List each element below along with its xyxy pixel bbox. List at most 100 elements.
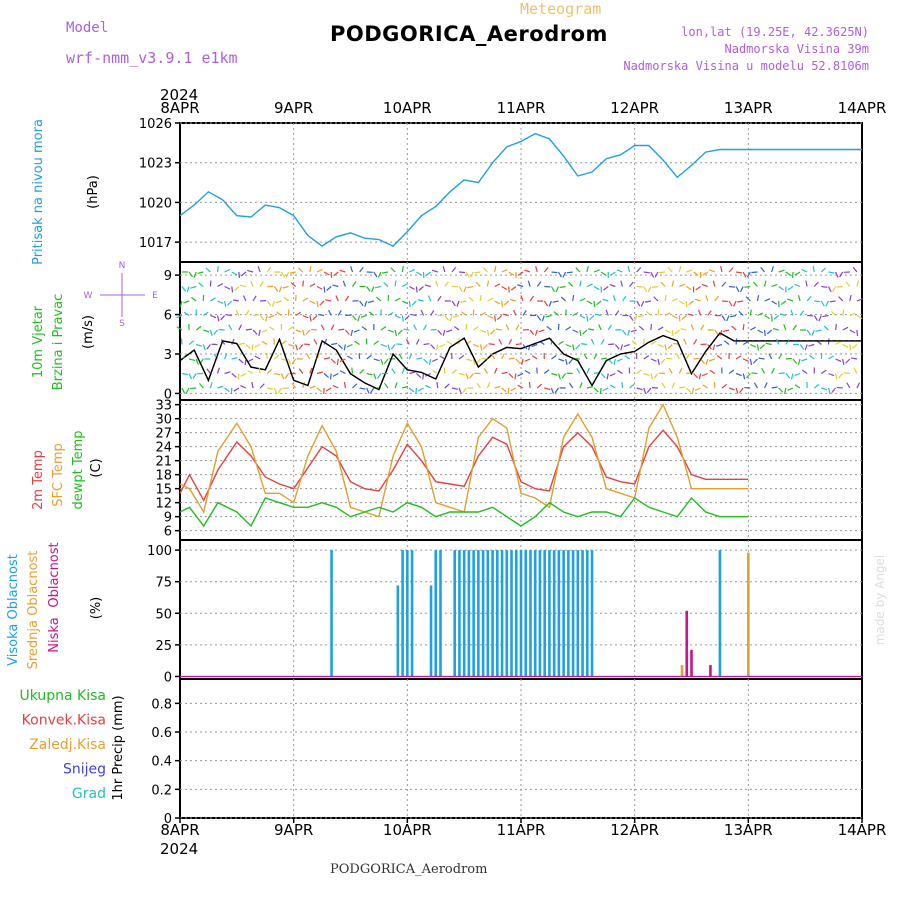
wind-arrow [326,286,332,291]
series-line [179,332,862,391]
wind-arrow [397,329,403,335]
y-tick-label: 30 [155,413,172,428]
wind-arrow [394,314,401,319]
wind-arrow [375,296,382,302]
wind-arrow [380,343,387,348]
wind-arrow [513,309,517,316]
wind-arrow [325,387,332,392]
wind-arrow [712,344,716,351]
wind-arrow [812,265,815,273]
wind-arrow [679,386,686,389]
wind-arrow [686,269,693,273]
pressure-axis-title: Pritisak na nivou mora [31,119,46,265]
wind-arrow [418,387,424,392]
cloud-bar [481,550,485,677]
wind-arrow [451,300,456,307]
wind-arrow [428,358,432,366]
wind-arrow [432,370,439,375]
wind-arrow [515,343,522,346]
cloud-bar [434,550,438,677]
wind-arrow [495,328,502,331]
wind-arrow [565,326,572,331]
elevation-label: Nadmorska Visina 39m [724,42,870,56]
wind-arrow [416,271,422,276]
wind-arrow [244,358,247,366]
cloud-bar [467,550,471,677]
wind-arrow [614,310,620,316]
wind-arrow [316,300,319,308]
wind-arrow [291,358,297,365]
wind-arrow [653,296,659,302]
wind-arrow [806,329,812,336]
wind-arrow [790,309,794,316]
wind-arrow [220,339,226,345]
wind-arrow [266,368,273,374]
wind-arrow [259,383,265,389]
wind-arrow [650,271,655,278]
wind-arrow [719,329,723,336]
wind-arrow [790,373,794,380]
wind-arrow [637,314,644,318]
wind-arrow [181,286,187,292]
footer-station: PODGORICA_Aerodrom [330,862,488,877]
wind-arrow [735,355,742,360]
wind-arrow [565,343,572,348]
wind-arrow [801,358,808,362]
wind-arrow [550,387,555,394]
wind-arrow [557,271,562,278]
wind-arrow [728,300,733,307]
wind-arrow [197,271,204,274]
wind-arrow [835,341,842,346]
wind-arrow [339,269,346,273]
date-label-top: 14APR [838,99,887,117]
wind-arrow [633,315,638,322]
wind-arrow [302,314,309,319]
sfc-temp-axis-title: SFC Temp [51,443,66,507]
wind-arrow [773,315,780,320]
y-tick-label: 6 [164,525,172,540]
wind-arrow [714,295,720,302]
wind-arrow [650,323,652,331]
wind-arrow [430,344,436,350]
wind-arrow [638,325,645,331]
wind-arrow [760,266,766,273]
wind-arrow [417,299,424,302]
wind-arrow [522,310,527,316]
wind-arrow [785,271,791,277]
wind-arrow [383,358,389,365]
wind-arrow [394,280,397,287]
wind-arrow [370,387,375,394]
wind-arrow [181,372,189,376]
wind-arrow [342,280,346,287]
wind-arrow [501,371,508,375]
wind-arrow [595,313,602,317]
wind-arrow [572,344,575,351]
wind-arrow [593,300,596,308]
wind-arrow [568,382,574,389]
wind-arrow [346,343,353,348]
wind-arrow [192,373,197,379]
wind-arrow [737,300,744,303]
wind-arrow [820,300,825,307]
wind-arrow [330,358,336,364]
wind-arrow [541,315,545,322]
wind-arrow [284,373,290,379]
wind-arrow [351,367,354,374]
wind-arrow [364,300,368,307]
wind-arrow [180,338,183,345]
wind-arrow [544,387,551,391]
wind-arrow [821,387,828,391]
wind-arrow [476,382,481,389]
wind-arrow [442,329,446,336]
wind-arrow [579,297,586,302]
wind-arrow [609,372,616,377]
wind-arrow [728,369,735,374]
wind-arrow [582,329,588,335]
wind-arrow [240,271,247,277]
wind-arrow [572,294,575,302]
wind-arrow [517,284,524,288]
wind-arrow [205,267,211,273]
wind-arrow [387,311,394,317]
wind-arrow [268,314,275,319]
